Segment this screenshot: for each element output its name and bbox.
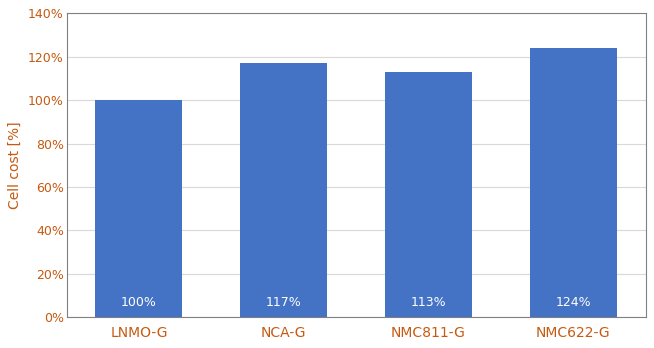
Bar bbox=[95, 100, 182, 317]
Y-axis label: Cell cost [%]: Cell cost [%] bbox=[9, 121, 22, 209]
Text: 100%: 100% bbox=[121, 296, 157, 309]
Bar bbox=[240, 63, 327, 317]
Text: 117%: 117% bbox=[266, 296, 301, 309]
Bar bbox=[385, 72, 472, 317]
Bar bbox=[530, 48, 617, 317]
Text: 124%: 124% bbox=[555, 296, 591, 309]
Text: 113%: 113% bbox=[411, 296, 446, 309]
